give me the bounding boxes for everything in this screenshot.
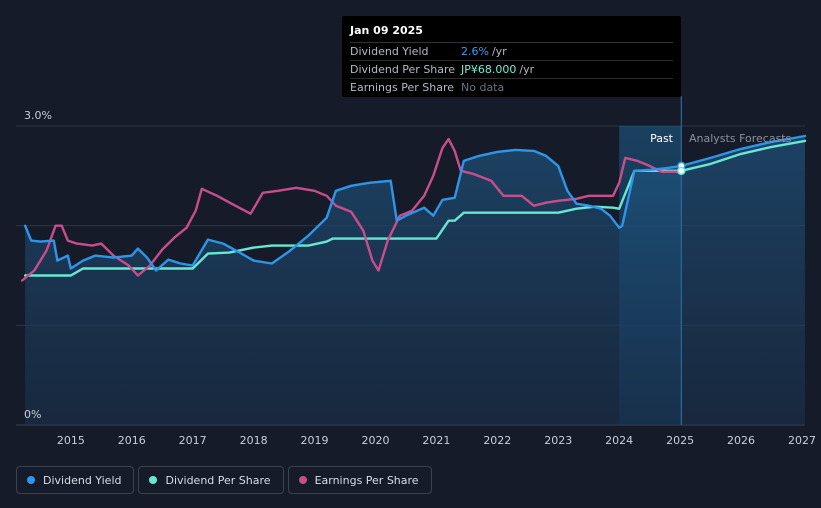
legend-dividend-yield[interactable]: Dividend Yield [16,466,135,494]
legend: Dividend Yield Dividend Per Share Earnin… [16,466,432,494]
y-tick-label: 3.0% [24,109,52,122]
legend-dot-icon [298,476,307,484]
series-line-earnings-per-share [20,137,682,282]
x-tick-label: 2020 [361,434,389,447]
marker-dividend-per-share [677,166,686,176]
tooltip-value: JP¥68.000 [461,63,517,76]
x-tick-label: 2025 [666,434,694,447]
x-tick-label: 2022 [483,434,511,447]
legend-label: Dividend Yield [43,473,122,487]
tooltip-row-dividend-yield: Dividend Yield 2.6% /yr [350,43,673,61]
tooltip: Jan 09 2025 Dividend Yield 2.6% /yr Divi… [342,16,681,97]
legend-dot-icon [27,476,35,484]
tooltip-row-dividend-per-share: Dividend Per Share JP¥68.000 /yr [350,61,673,79]
x-tick-label: 2023 [544,434,572,447]
x-tick-label: 2021 [422,434,450,447]
forecast-region-label: Analysts Forecasts [689,132,792,145]
x-tick-label: 2017 [179,434,207,447]
series-line-dividend-yield [23,134,807,272]
tooltip-label: Earnings Per Share [350,81,455,94]
tooltip-date: Jan 09 2025 [350,22,673,43]
past-region-label: Past [650,132,674,145]
x-tick-label: 2019 [301,434,329,447]
legend-dot-icon [149,476,158,484]
tooltip-unit: /yr [519,63,535,76]
tooltip-row-earnings-per-share: Earnings Per Share No data [350,79,673,96]
dividend-yield-area [25,136,806,425]
x-tick-label: 2018 [240,434,268,447]
tooltip-value: 2.6% [461,45,489,58]
tooltip-label: Dividend Per Share [350,63,456,76]
legend-dividend-per-share[interactable]: Dividend Per Share [138,466,284,494]
legend-label: Dividend Per Share [165,473,271,487]
x-tick-label: 2015 [57,434,85,447]
tooltip-label: Dividend Yield [350,45,429,58]
x-tick-label: 2027 [788,434,816,447]
y-tick-label: 0% [24,408,41,421]
tooltip-value: No data [461,81,505,94]
forecast-shade [619,126,682,425]
x-tick-label: 2024 [605,434,633,447]
legend-label: Earnings Per Share [314,473,419,487]
legend-earnings-per-share[interactable]: Earnings Per Share [287,466,432,494]
tooltip-unit: /yr [491,45,507,58]
x-tick-label: 2026 [727,434,755,447]
x-tick-label: 2016 [118,434,146,447]
